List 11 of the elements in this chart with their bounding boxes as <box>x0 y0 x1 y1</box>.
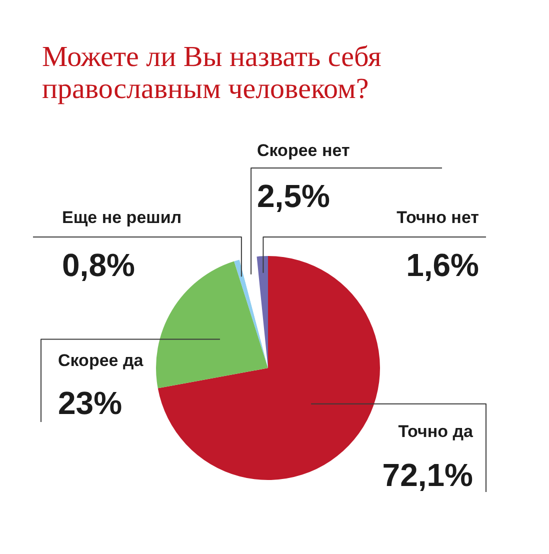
data-label: 1,6% <box>406 247 479 283</box>
slice-label: Точно нет <box>396 208 479 227</box>
slice-label: Еще не решил <box>62 208 182 227</box>
slice-label: Скорее нет <box>257 141 350 160</box>
slice-label: Точно да <box>398 422 474 441</box>
data-label: 23% <box>58 385 122 421</box>
data-label: 2,5% <box>257 178 330 214</box>
slice-label: Скорее да <box>58 351 144 370</box>
data-label: 0,8% <box>62 247 135 283</box>
data-label: 72,1% <box>382 457 473 493</box>
chart-title: Можете ли Вы назвать себя православным человеком? <box>42 41 382 105</box>
